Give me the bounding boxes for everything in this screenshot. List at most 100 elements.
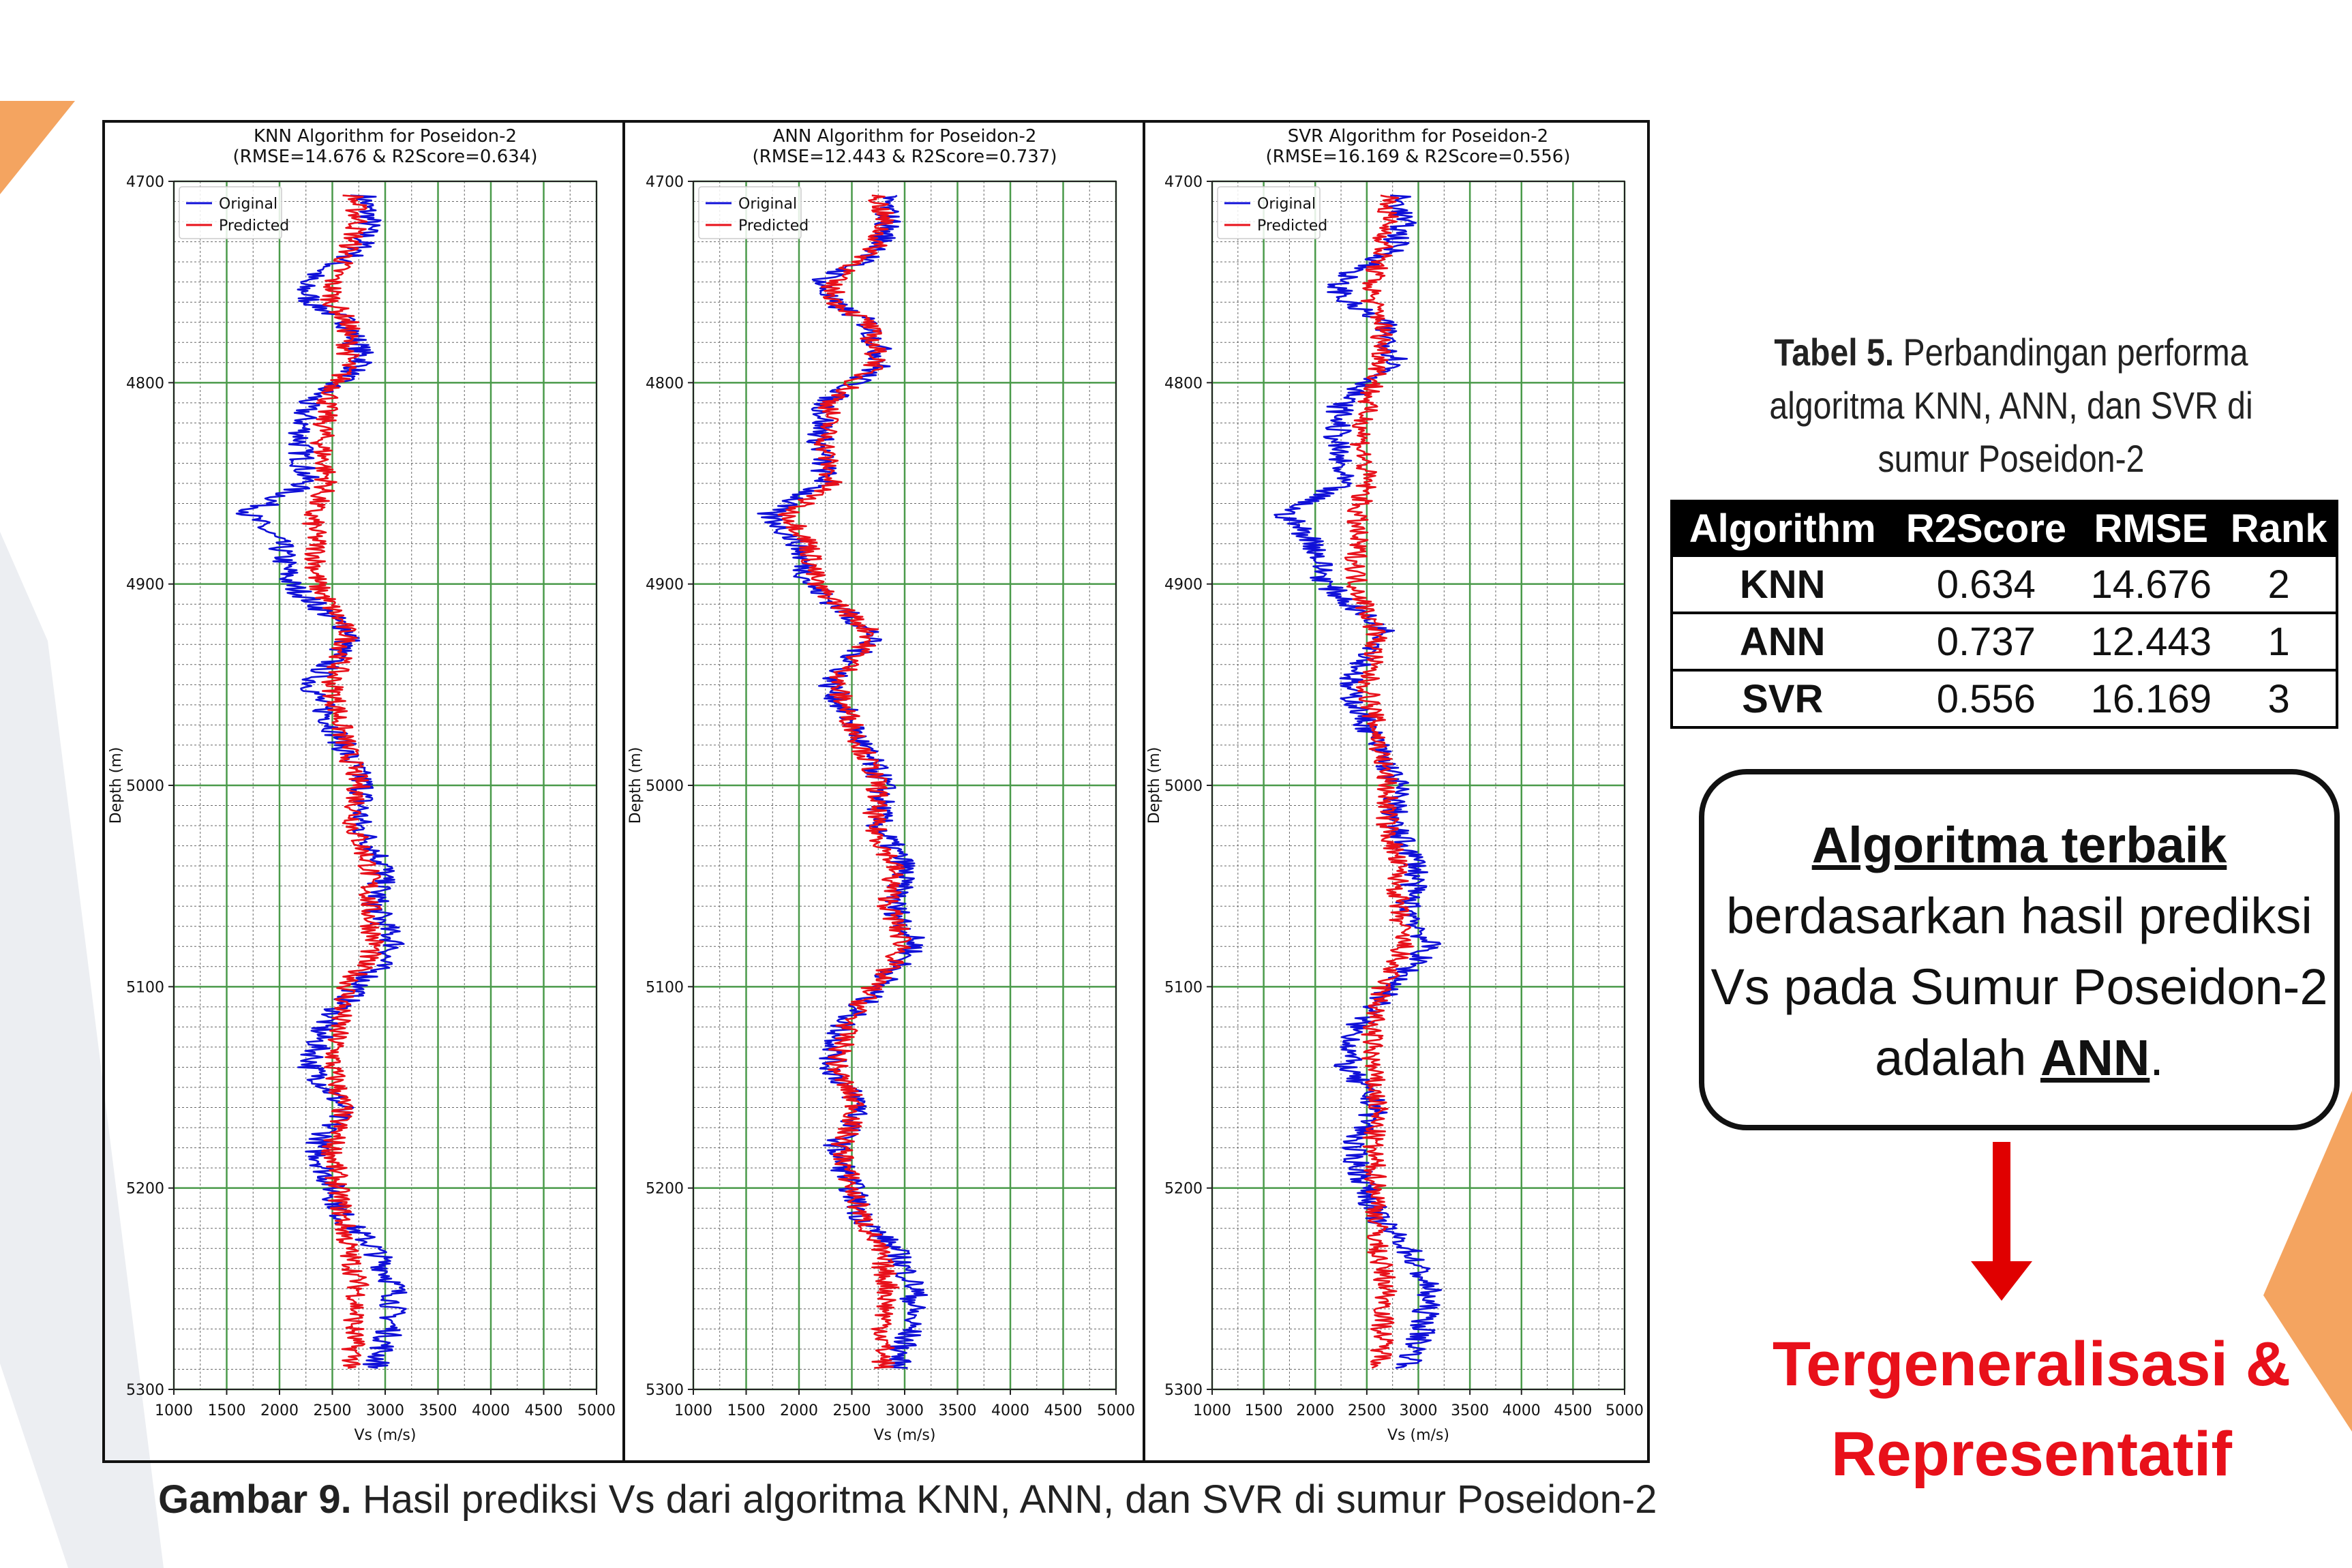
callout-line: adalah ANN.: [1704, 1023, 2334, 1094]
x-tick-label: 3500: [939, 1402, 977, 1419]
callout-line: berdasarkan hasil prediksi: [1726, 888, 2312, 944]
table-cell: 14.676: [2080, 557, 2222, 614]
y-tick-label: 4700: [646, 174, 684, 191]
table-cell: 1: [2222, 613, 2337, 672]
table-cell-algorithm: SVR: [1672, 670, 1893, 729]
table-cell: 3: [2222, 670, 2337, 729]
conclusion-line: Representatif: [1831, 1419, 2232, 1489]
y-tick-label: 5300: [1164, 1382, 1203, 1399]
y-tick-label: 4900: [646, 577, 684, 594]
orange-corner-shape: [0, 101, 75, 194]
y-tick-label: 5100: [646, 979, 684, 996]
legend-label: Original: [219, 196, 277, 213]
y-axis-label: Depth (m): [108, 747, 125, 824]
y-tick-label: 4900: [1164, 577, 1203, 594]
x-tick-label: 4000: [991, 1402, 1029, 1419]
x-tick-label: 4500: [1554, 1402, 1592, 1419]
y-tick-label: 4900: [126, 577, 164, 594]
table-cell: 0.737: [1892, 613, 2081, 672]
series-line-original: [1273, 194, 1443, 1369]
y-tick-label: 5000: [1164, 778, 1203, 795]
x-tick-label: 5000: [577, 1402, 616, 1419]
y-tick-label: 5100: [126, 979, 164, 996]
table-cell: 0.634: [1892, 557, 2081, 614]
table-caption-line: Perbandingan performa: [1903, 331, 2248, 374]
x-tick-label: 4000: [472, 1402, 510, 1419]
gray-diagonal-shape: [0, 532, 164, 1568]
table-row: ANN 0.737 12.443 1: [1672, 613, 2337, 672]
callout-line: Vs pada Sumur Poseidon-2: [1710, 959, 2328, 1015]
table-cell-algorithm: KNN: [1672, 557, 1893, 614]
y-tick-label: 5000: [126, 778, 164, 795]
figure-caption-text: Hasil prediksi Vs dari algoritma KNN, AN…: [351, 1477, 1657, 1522]
best-algorithm-highlight: ANN: [2040, 1029, 2150, 1086]
down-arrow-icon: [1971, 1261, 2032, 1301]
x-tick-label: 5000: [1605, 1402, 1644, 1419]
x-tick-label: 2000: [780, 1402, 818, 1419]
callout-line-prefix: adalah: [1875, 1029, 2040, 1086]
x-axis-label: Vs (m/s): [355, 1427, 417, 1444]
series-line-original: [757, 194, 929, 1369]
y-tick-label: 5300: [126, 1382, 164, 1399]
x-tick-label: 4000: [1503, 1402, 1541, 1419]
table-header-cell: RMSE: [2080, 500, 2222, 557]
legend-label: Predicted: [738, 217, 809, 235]
y-tick-label: 5300: [646, 1382, 684, 1399]
table-cell: 2: [2222, 557, 2337, 614]
series-line-predicted: [302, 194, 385, 1369]
chart-subtitle: (RMSE=12.443 & R2Score=0.737): [753, 147, 1057, 167]
y-tick-label: 4700: [1164, 174, 1203, 191]
table-header-cell: Rank: [2222, 500, 2337, 557]
legend-label: Original: [1257, 196, 1316, 213]
table-caption: Tabel 5. Perbandingan performa algoritma…: [1718, 326, 2304, 485]
y-tick-label: 4700: [126, 174, 164, 191]
table-cell: 0.556: [1892, 670, 2081, 729]
panel-divider: [1143, 120, 1145, 1463]
x-tick-label: 4500: [1044, 1402, 1083, 1419]
x-tick-label: 1500: [208, 1402, 246, 1419]
y-tick-label: 5200: [646, 1181, 684, 1198]
performance-table: Algorithm R2Score RMSE Rank KNN 0.634 14…: [1670, 500, 2338, 729]
x-tick-label: 1500: [727, 1402, 766, 1419]
x-tick-label: 1000: [674, 1402, 712, 1419]
conclusion-text: Tergeneralisasi & Representatif: [1745, 1319, 2318, 1499]
y-tick-label: 5100: [1164, 979, 1203, 996]
y-tick-label: 5000: [646, 778, 684, 795]
y-tick-label: 4800: [646, 375, 684, 392]
x-tick-label: 3500: [419, 1402, 457, 1419]
legend-label: Predicted: [219, 217, 289, 235]
x-tick-label: 2000: [260, 1402, 299, 1419]
x-tick-label: 2500: [833, 1402, 871, 1419]
x-tick-label: 3000: [1400, 1402, 1438, 1419]
table-header-cell: R2Score: [1892, 500, 2081, 557]
table-caption-line: algoritma KNN, ANN, dan SVR di: [1769, 384, 2253, 427]
figure-caption-label: Gambar 9.: [158, 1477, 352, 1522]
y-tick-label: 5200: [1164, 1181, 1203, 1198]
x-axis-label: Vs (m/s): [1387, 1427, 1449, 1444]
series-line-predicted: [1344, 194, 1414, 1369]
y-axis-label: Depth (m): [1146, 747, 1163, 824]
conclusion-callout: Algoritma terbaik berdasarkan hasil pred…: [1699, 769, 2340, 1130]
figure-frame: [102, 120, 1650, 1463]
y-tick-label: 4800: [1164, 375, 1203, 392]
x-tick-label: 2000: [1296, 1402, 1334, 1419]
table-row: SVR 0.556 16.169 3: [1672, 670, 2337, 729]
series-line-original: [235, 194, 408, 1369]
x-tick-label: 5000: [1097, 1402, 1135, 1419]
x-tick-label: 2500: [1348, 1402, 1386, 1419]
table-caption-label: Tabel 5.: [1774, 331, 1895, 374]
x-tick-label: 2500: [314, 1402, 352, 1419]
panel-divider: [622, 120, 625, 1463]
x-tick-label: 1500: [1245, 1402, 1283, 1419]
table-cell: 12.443: [2080, 613, 2222, 672]
callout-title: Algoritma terbaik: [1811, 817, 2227, 873]
legend-label: Predicted: [1257, 217, 1327, 235]
x-tick-label: 1000: [155, 1402, 193, 1419]
chart-title: KNN Algorithm for Poseidon-2: [254, 126, 517, 147]
table-caption-line: sumur Poseidon-2: [1878, 437, 2145, 480]
series-line-predicted: [777, 194, 912, 1369]
table-row: KNN 0.634 14.676 2: [1672, 557, 2337, 614]
chart-title: ANN Algorithm for Poseidon-2: [773, 126, 1037, 147]
y-tick-label: 4800: [126, 375, 164, 392]
